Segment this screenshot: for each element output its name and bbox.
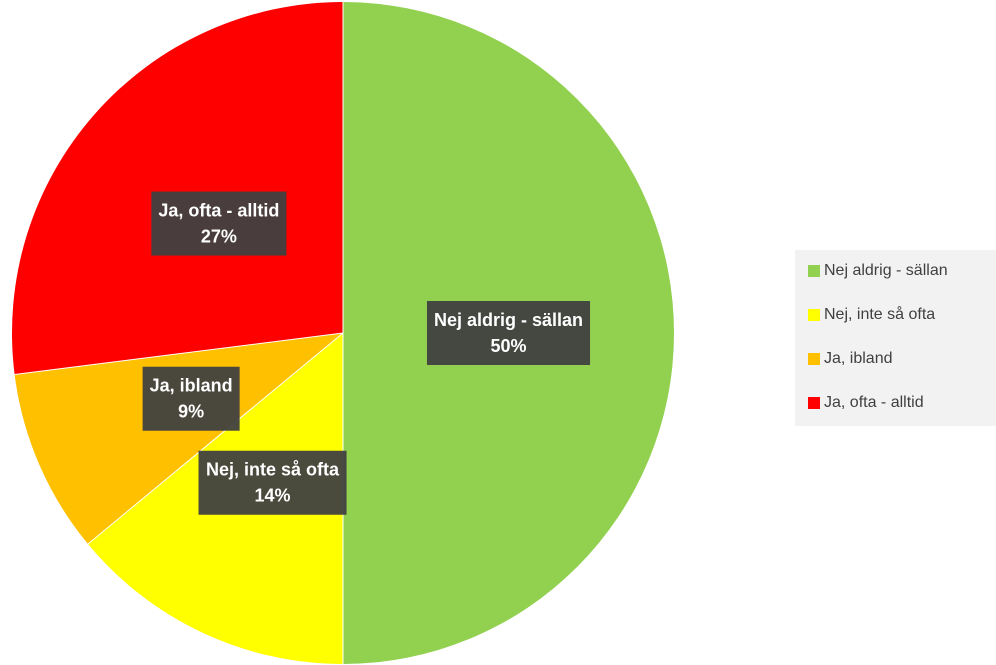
legend-swatch — [808, 397, 820, 409]
data-label-value: 50% — [490, 336, 526, 356]
legend-label: Ja, ibland — [824, 350, 893, 367]
data-label-value: 9% — [178, 401, 204, 421]
legend-label: Nej aldrig - sällan — [824, 262, 948, 279]
data-label: Ja, ofta - alltid 27% — [151, 191, 287, 256]
data-label-box — [142, 366, 240, 431]
pie-slice — [14, 333, 343, 544]
data-label-box — [151, 191, 287, 256]
data-label: Nej, inte så ofta 14% — [198, 450, 347, 515]
slice-border — [14, 332, 344, 375]
legend-swatch — [808, 353, 820, 365]
data-label-value: 14% — [255, 485, 291, 505]
data-label-category: Ja, ibland — [150, 375, 233, 395]
data-label: Ja, ibland 9% — [142, 366, 240, 431]
legend-label: Nej, inte så ofta — [824, 305, 935, 323]
pie-slice — [11, 1, 343, 375]
data-label: Nej aldrig - sällan 50% — [426, 301, 591, 365]
data-label-value: 27% — [201, 226, 237, 246]
legend-box — [795, 250, 996, 426]
slice-border — [87, 332, 344, 545]
data-label-box — [426, 301, 591, 365]
legend-swatch — [808, 309, 820, 321]
legend-swatch — [808, 265, 820, 277]
data-label-category: Nej aldrig - sällan — [434, 310, 583, 330]
data-label-box — [198, 450, 347, 515]
legend-label: Ja, ofta - alltid — [824, 394, 924, 411]
data-label-category: Nej, inte så ofta — [206, 459, 340, 479]
data-label-category: Ja, ofta - alltid — [158, 200, 279, 220]
